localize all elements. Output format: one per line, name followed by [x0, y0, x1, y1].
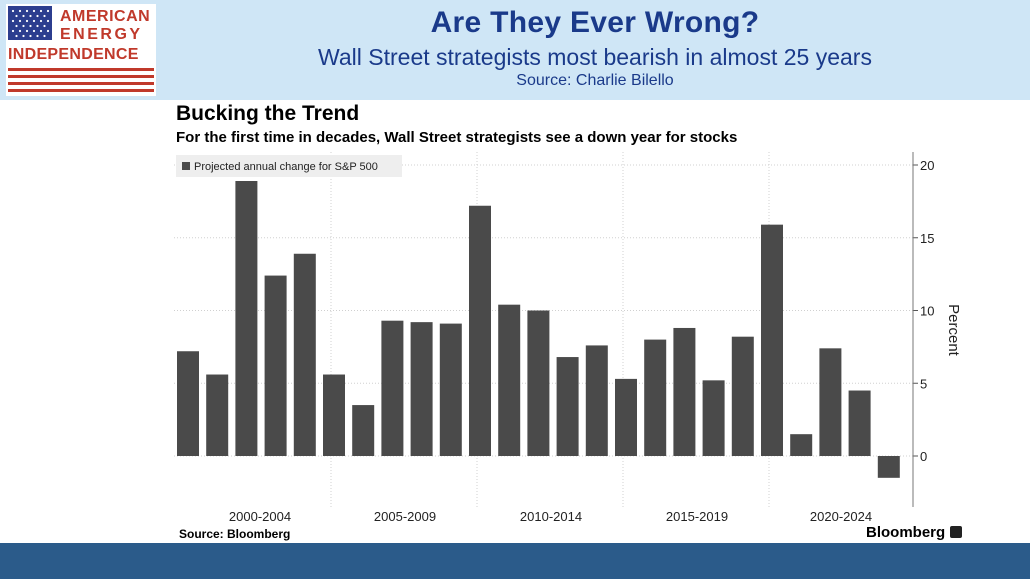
x-group-label: 2000-2004 — [229, 509, 291, 524]
bar — [702, 380, 725, 456]
bar — [819, 348, 842, 456]
bar — [410, 322, 433, 456]
legend-swatch — [182, 162, 190, 170]
bar — [235, 181, 258, 456]
x-group-label: 2010-2014 — [520, 509, 582, 524]
bar — [293, 253, 316, 456]
bar — [877, 456, 900, 478]
bar — [352, 405, 375, 456]
header-band — [0, 0, 1030, 100]
bar — [323, 374, 345, 456]
y-tick-label: 5 — [920, 376, 927, 391]
logo-text-energy: ENERGY — [60, 26, 143, 43]
chart-subtitle: For the first time in decades, Wall Stre… — [176, 129, 738, 146]
bar — [731, 336, 754, 456]
logo: AMERICAN ENERGY INDEPENDENCE — [6, 4, 156, 96]
y-tick-label: 0 — [920, 449, 927, 464]
bar — [761, 224, 783, 456]
x-group-label: 2020-2024 — [810, 509, 872, 524]
bar — [556, 357, 579, 456]
bar — [848, 390, 871, 456]
y-tick-label: 15 — [920, 231, 934, 246]
y-axis-label: Percent — [945, 304, 962, 357]
x-group-label: 2015-2019 — [666, 509, 728, 524]
bar — [790, 434, 813, 456]
bloomberg-brand: Bloomberg — [866, 524, 946, 541]
y-tick-label: 20 — [920, 158, 934, 173]
footer-band — [0, 543, 1030, 579]
bar — [439, 323, 462, 456]
legend-box — [176, 155, 402, 177]
bar — [381, 320, 404, 456]
bar — [673, 327, 696, 456]
page-subtitle: Wall Street strategists most bearish in … — [318, 44, 872, 70]
bar — [615, 378, 637, 456]
bar — [469, 205, 491, 456]
x-group-label: 2005-2009 — [374, 509, 436, 524]
bar — [527, 310, 550, 456]
bar — [206, 374, 229, 456]
us-flag-icon — [8, 6, 52, 40]
bar — [585, 345, 608, 456]
chart-title: Bucking the Trend — [176, 102, 360, 125]
logo-text-independence: INDEPENDENCE — [8, 46, 139, 63]
bar — [498, 304, 521, 456]
page-title: Are They Ever Wrong? — [430, 6, 760, 39]
bar — [177, 351, 199, 456]
legend-label: Projected annual change for S&P 500 — [194, 161, 378, 173]
page-source: Source: Charlie Bilello — [516, 72, 674, 89]
bar — [644, 339, 667, 456]
bloomberg-icon — [950, 526, 962, 538]
chart-source: Source: Bloomberg — [179, 527, 291, 541]
logo-text-american: AMERICAN — [60, 8, 151, 25]
logo-stripes-icon — [8, 68, 154, 92]
bar — [264, 275, 287, 456]
y-tick-label: 10 — [920, 304, 934, 319]
